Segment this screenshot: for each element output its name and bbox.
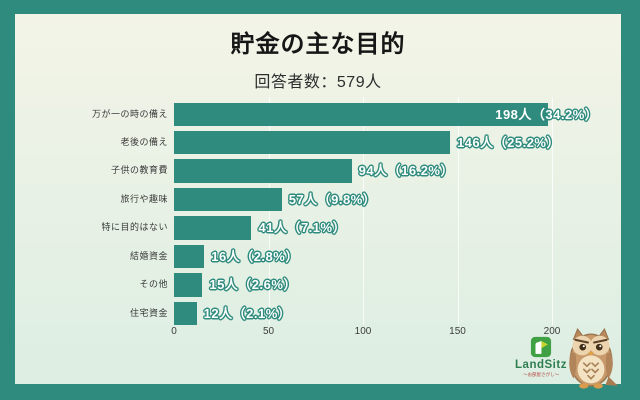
category-label: その他: [139, 279, 168, 290]
bar: [174, 187, 282, 212]
x-axis-tick: 200: [543, 326, 561, 337]
brand-tagline: 〜お部屋さがし〜: [522, 372, 559, 377]
respondents-note: 回答者数：579人: [254, 74, 382, 91]
chart-title: 貯金の主な目的: [230, 31, 406, 58]
category-label: 老後の備え: [120, 136, 168, 147]
value-label: 146人（25.2%）: [456, 134, 560, 150]
x-axis-tick: 50: [262, 326, 275, 337]
value-label: 57人（9.8%）: [288, 191, 377, 207]
category-label: 特に目的はない: [101, 222, 168, 233]
bar: [174, 244, 205, 269]
bar: [174, 273, 203, 297]
gridline: [363, 97, 364, 325]
chart-card: [15, 14, 621, 384]
category-label: 旅行や趣味: [120, 193, 168, 204]
x-axis-tick: 100: [354, 326, 372, 337]
value-label: 15人（2.6%）: [209, 277, 297, 293]
value-label: 16人（2.8%）: [211, 248, 299, 264]
bar: [174, 102, 549, 126]
bar: [174, 301, 197, 326]
brand-logo: LandSitz 〜お部屋さがし〜: [503, 336, 579, 384]
gridline: [552, 97, 553, 325]
owl-mascot: [569, 328, 618, 389]
value-label: 198人（34.2%）: [495, 106, 599, 122]
value-label: 41人（7.1%）: [258, 220, 347, 236]
bar: [174, 159, 352, 183]
gridline: [457, 97, 459, 325]
x-axis-tick: 0: [171, 326, 177, 337]
brand-name: LandSitz: [515, 359, 567, 371]
category-label: 子供の教育費: [110, 165, 168, 176]
bar: [174, 216, 252, 240]
value-label: 12人（2.1%）: [203, 305, 292, 321]
category-label: 万が一の時の備え: [91, 108, 168, 119]
value-label: 94人（16.2%）: [358, 163, 454, 179]
category-label: 住宅資金: [129, 307, 168, 318]
landsitz-logo-icon: [530, 336, 552, 358]
x-axis-tick: 150: [449, 326, 466, 337]
bar: [174, 130, 450, 155]
category-label: 結婚資金: [129, 250, 168, 261]
